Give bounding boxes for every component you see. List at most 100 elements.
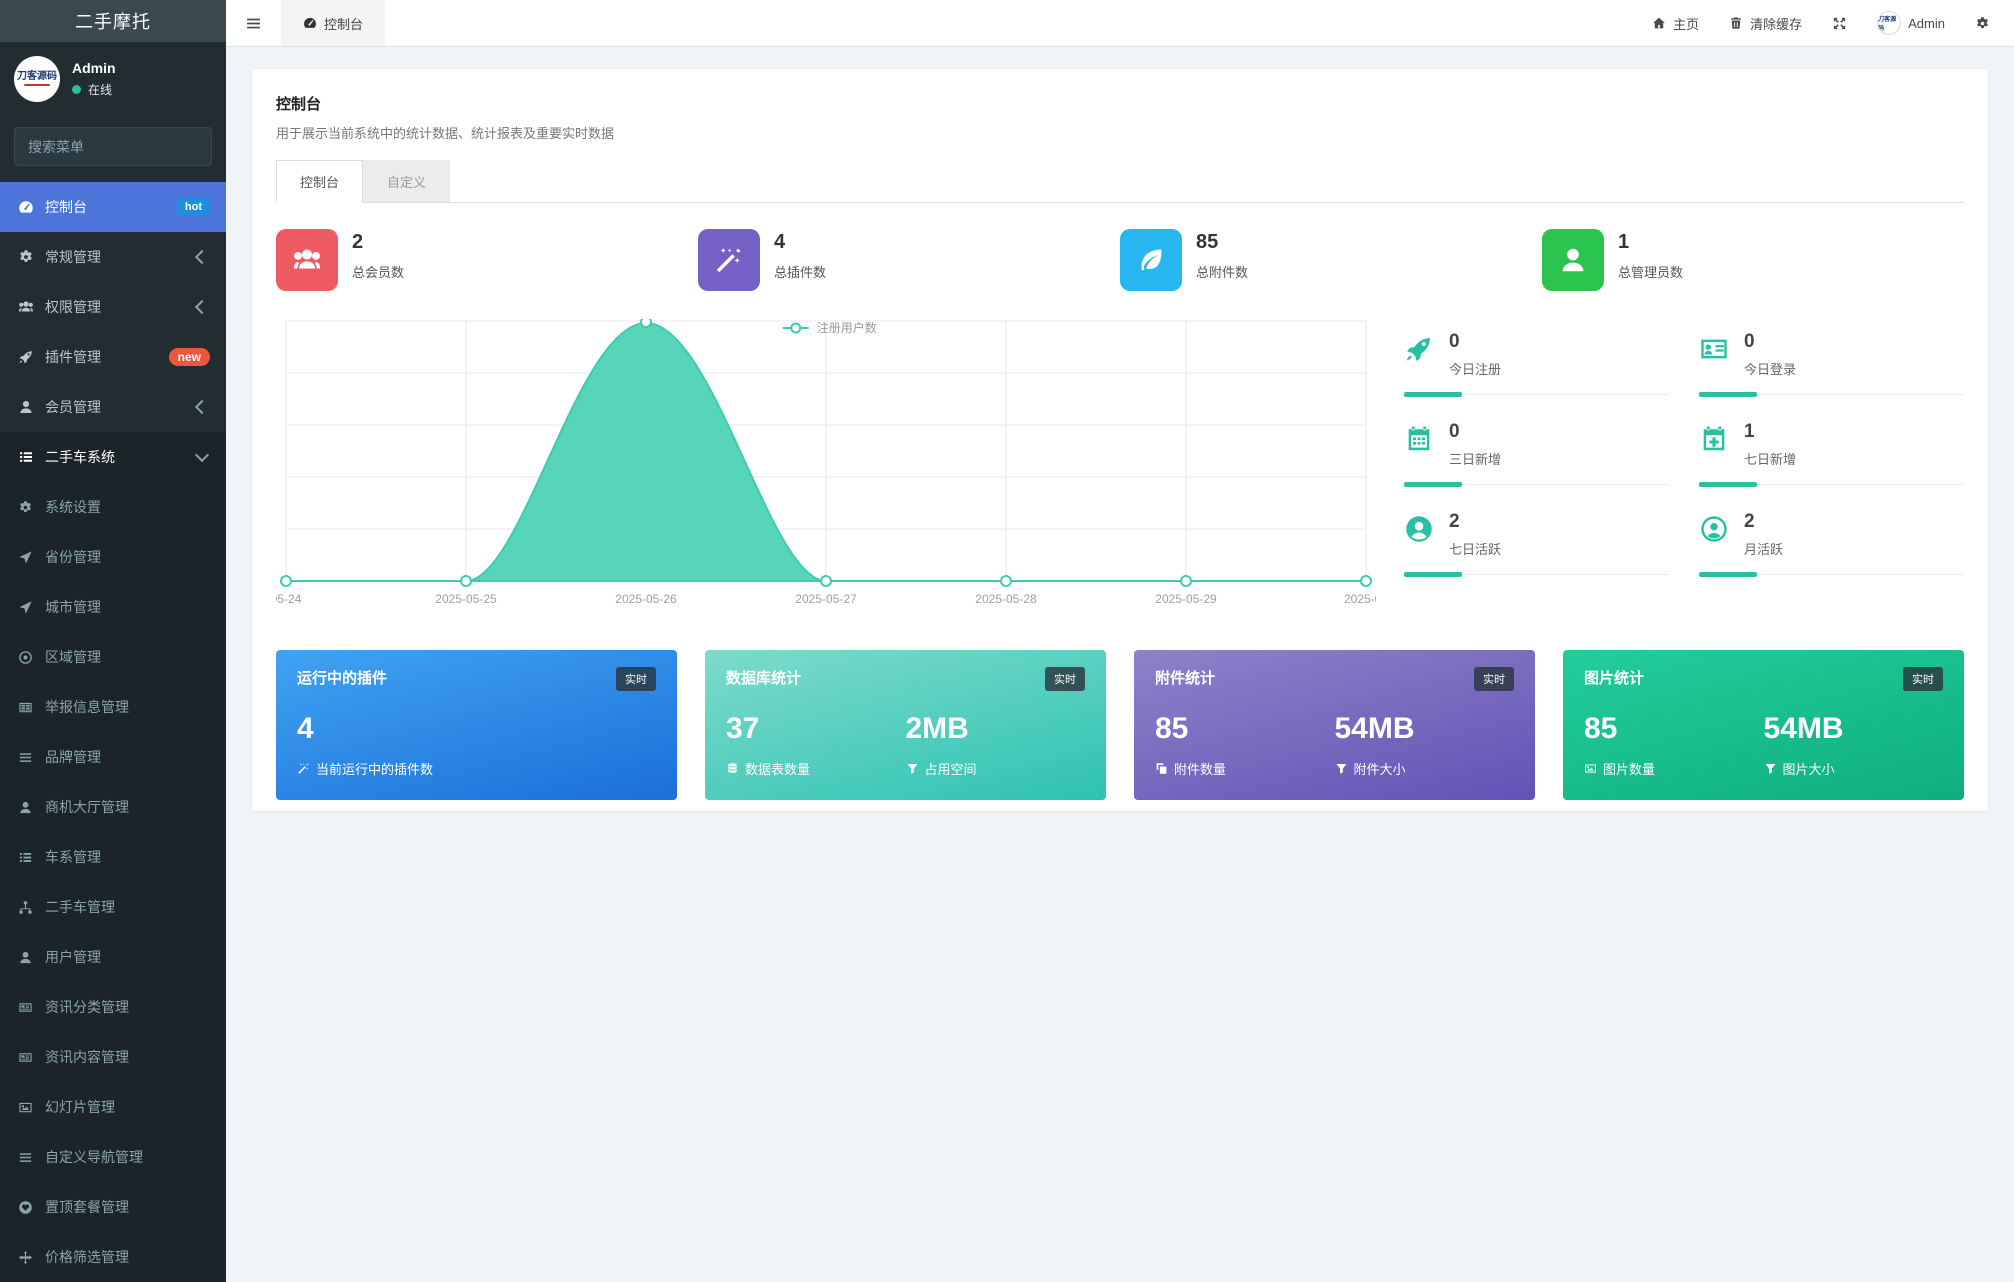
card-metric-label: 图片数量 (1603, 762, 1656, 777)
menu-search (14, 127, 212, 166)
card-title: 运行中的插件 (297, 670, 388, 687)
leaf-icon (1136, 245, 1166, 275)
sidebar-item-slideshow[interactable]: 幻灯片管理 (0, 1082, 226, 1132)
sidebar-item-label: 商机大厅管理 (45, 799, 129, 815)
settings-button[interactable] (1975, 16, 1990, 31)
svg-text:2025-05-25: 2025-05-25 (435, 592, 497, 606)
filter-icon (1764, 762, 1777, 775)
dashboard-card: 控制台 用于展示当前系统中的统计数据、统计报表及重要实时数据 控制台 自定义 2… (252, 69, 1988, 811)
table-icon (18, 700, 33, 715)
sidebar-item-usedcar-manage[interactable]: 二手车管理 (0, 882, 226, 932)
dashboard-icon (18, 199, 34, 215)
card-metric-label: 占用空间 (924, 762, 977, 777)
sidebar-item-province[interactable]: 省份管理 (0, 532, 226, 582)
home-icon (1652, 16, 1666, 30)
home-button[interactable]: 主页 (1652, 14, 1699, 33)
user-name: Admin (72, 60, 116, 76)
image-icon (18, 1100, 33, 1115)
avatar: 刀客源码 (14, 56, 60, 102)
user-icon (18, 950, 33, 965)
magic-wand-icon (297, 762, 310, 775)
sidebar-item-label: 车系管理 (45, 849, 101, 865)
x-axis-labels: 05-24 2025-05-25 2025-05-26 2025-05-27 2… (271, 592, 1389, 606)
search-input[interactable] (26, 137, 211, 156)
sidebar-item-price-filter[interactable]: 价格筛选管理 (0, 1232, 226, 1282)
mini-stat-label: 七日新增 (1744, 452, 1797, 467)
mini-stat-value: 0 (1449, 421, 1460, 442)
mini-stat-label: 三日新增 (1449, 452, 1502, 467)
card-metric-label: 图片大小 (1782, 762, 1835, 777)
sidebar-menu: 控制台 hot 常规管理 权限管理 插件管理 new (0, 182, 226, 1282)
mini-stat-value: 2 (1744, 511, 1755, 532)
sidebar-item-label: 二手车系统 (45, 449, 115, 465)
sidebar-item-label: 价格筛选管理 (45, 1249, 129, 1265)
realtime-badge: 实时 (616, 667, 656, 691)
sidebar-item-car-series[interactable]: 车系管理 (0, 832, 226, 882)
sidebar-item-usedcar-system[interactable]: 二手车系统 (0, 432, 226, 482)
sidebar-item-label: 会员管理 (45, 399, 101, 415)
sidebar-item-label: 区域管理 (45, 649, 101, 665)
sidebar-item-auth[interactable]: 权限管理 (0, 282, 226, 332)
fullscreen-button[interactable] (1832, 16, 1847, 31)
move-icon (18, 1250, 33, 1265)
stat-value: 85 (1196, 231, 1219, 253)
summary-cards: 运行中的插件 实时 4 当前运行中的插件数 (276, 650, 1964, 800)
sidebar-item-top-package[interactable]: 置顶套餐管理 (0, 1182, 226, 1232)
sidebar-item-brand[interactable]: 品牌管理 (0, 732, 226, 782)
admin-menu[interactable]: 刀客源码 Admin (1877, 11, 1945, 35)
sidebar-item-general[interactable]: 常规管理 (0, 232, 226, 282)
stat-total-members: 2 总会员数 (276, 229, 698, 291)
stat-total-addons: 4 总插件数 (698, 229, 1120, 291)
dashboard-icon (303, 16, 317, 30)
sidebar-item-addons[interactable]: 插件管理 new (0, 332, 226, 382)
sidebar-item-label: 幻灯片管理 (45, 1099, 115, 1115)
sidebar-item-label: 常规管理 (45, 249, 101, 265)
svg-text:2025-05-26: 2025-05-26 (615, 592, 677, 606)
location-arrow-icon (18, 550, 33, 565)
svg-text:2025-05: 2025-05 (1344, 592, 1376, 606)
svg-text:2025-05-28: 2025-05-28 (975, 592, 1037, 606)
sidebar-item-area[interactable]: 区域管理 (0, 632, 226, 682)
rocket-icon (1404, 334, 1434, 364)
tab-dashboard[interactable]: 控制台 (276, 160, 364, 203)
sidebar-item-user-manage[interactable]: 用户管理 (0, 932, 226, 982)
sidebar: 二手摩托 刀客源码 Admin 在线 控制台 (0, 0, 226, 1282)
stat-total-admins: 1 总管理员数 (1542, 229, 1964, 291)
mini-stat-label: 月活跃 (1744, 542, 1784, 557)
menu-icon (245, 15, 262, 32)
sidebar-item-report-info[interactable]: 举报信息管理 (0, 682, 226, 732)
sidebar-item-news-content[interactable]: 资讯内容管理 (0, 1032, 226, 1082)
user-circle-outline-icon (1699, 514, 1729, 544)
mini-stat-label: 七日活跃 (1449, 542, 1502, 557)
topbar-tab-dashboard[interactable]: 控制台 (281, 0, 386, 46)
copy-icon (1155, 762, 1168, 775)
sidebar-item-label: 资讯内容管理 (45, 1049, 129, 1065)
svg-text:2025-05-29: 2025-05-29 (1155, 592, 1217, 606)
sidebar-item-members[interactable]: 会员管理 (0, 382, 226, 432)
sidebar-item-dashboard[interactable]: 控制台 hot (0, 182, 226, 232)
sidebar-item-city[interactable]: 城市管理 (0, 582, 226, 632)
sidebar-item-business-hall[interactable]: 商机大厅管理 (0, 782, 226, 832)
card-value: 37 (726, 712, 760, 745)
card-value: 2MB (905, 712, 969, 745)
mini-stats-panel: 0 今日注册 0 今日登录 0 三日新增 (1404, 319, 1964, 620)
mini-stat-value: 2 (1449, 511, 1460, 532)
sidebar-item-system-settings[interactable]: 系统设置 (0, 482, 226, 532)
topbar-tab-label: 控制台 (324, 16, 364, 32)
hot-badge: hot (176, 198, 210, 216)
sidebar-item-label: 资讯分类管理 (45, 999, 129, 1015)
chevron-down-icon (194, 447, 210, 463)
avatar-logo-text: 刀客源码 (17, 71, 57, 82)
heart-circle-icon (18, 1200, 33, 1215)
filter-icon (1335, 762, 1348, 775)
sidebar-section-usedcar: 二手车系统 系统设置 省份管理 城市管理 (0, 432, 226, 1282)
sidebar-toggle-button[interactable] (226, 15, 281, 32)
card-value: 54MB (1334, 712, 1415, 745)
sidebar-item-news-category[interactable]: 资讯分类管理 (0, 982, 226, 1032)
clear-cache-button[interactable]: 清除缓存 (1729, 14, 1802, 33)
list-icon (18, 449, 34, 465)
mini-stat-3day-new: 0 三日新增 (1404, 421, 1669, 487)
tab-custom[interactable]: 自定义 (363, 160, 451, 203)
sidebar-item-custom-nav[interactable]: 自定义导航管理 (0, 1132, 226, 1182)
card-value: 85 (1155, 712, 1189, 745)
